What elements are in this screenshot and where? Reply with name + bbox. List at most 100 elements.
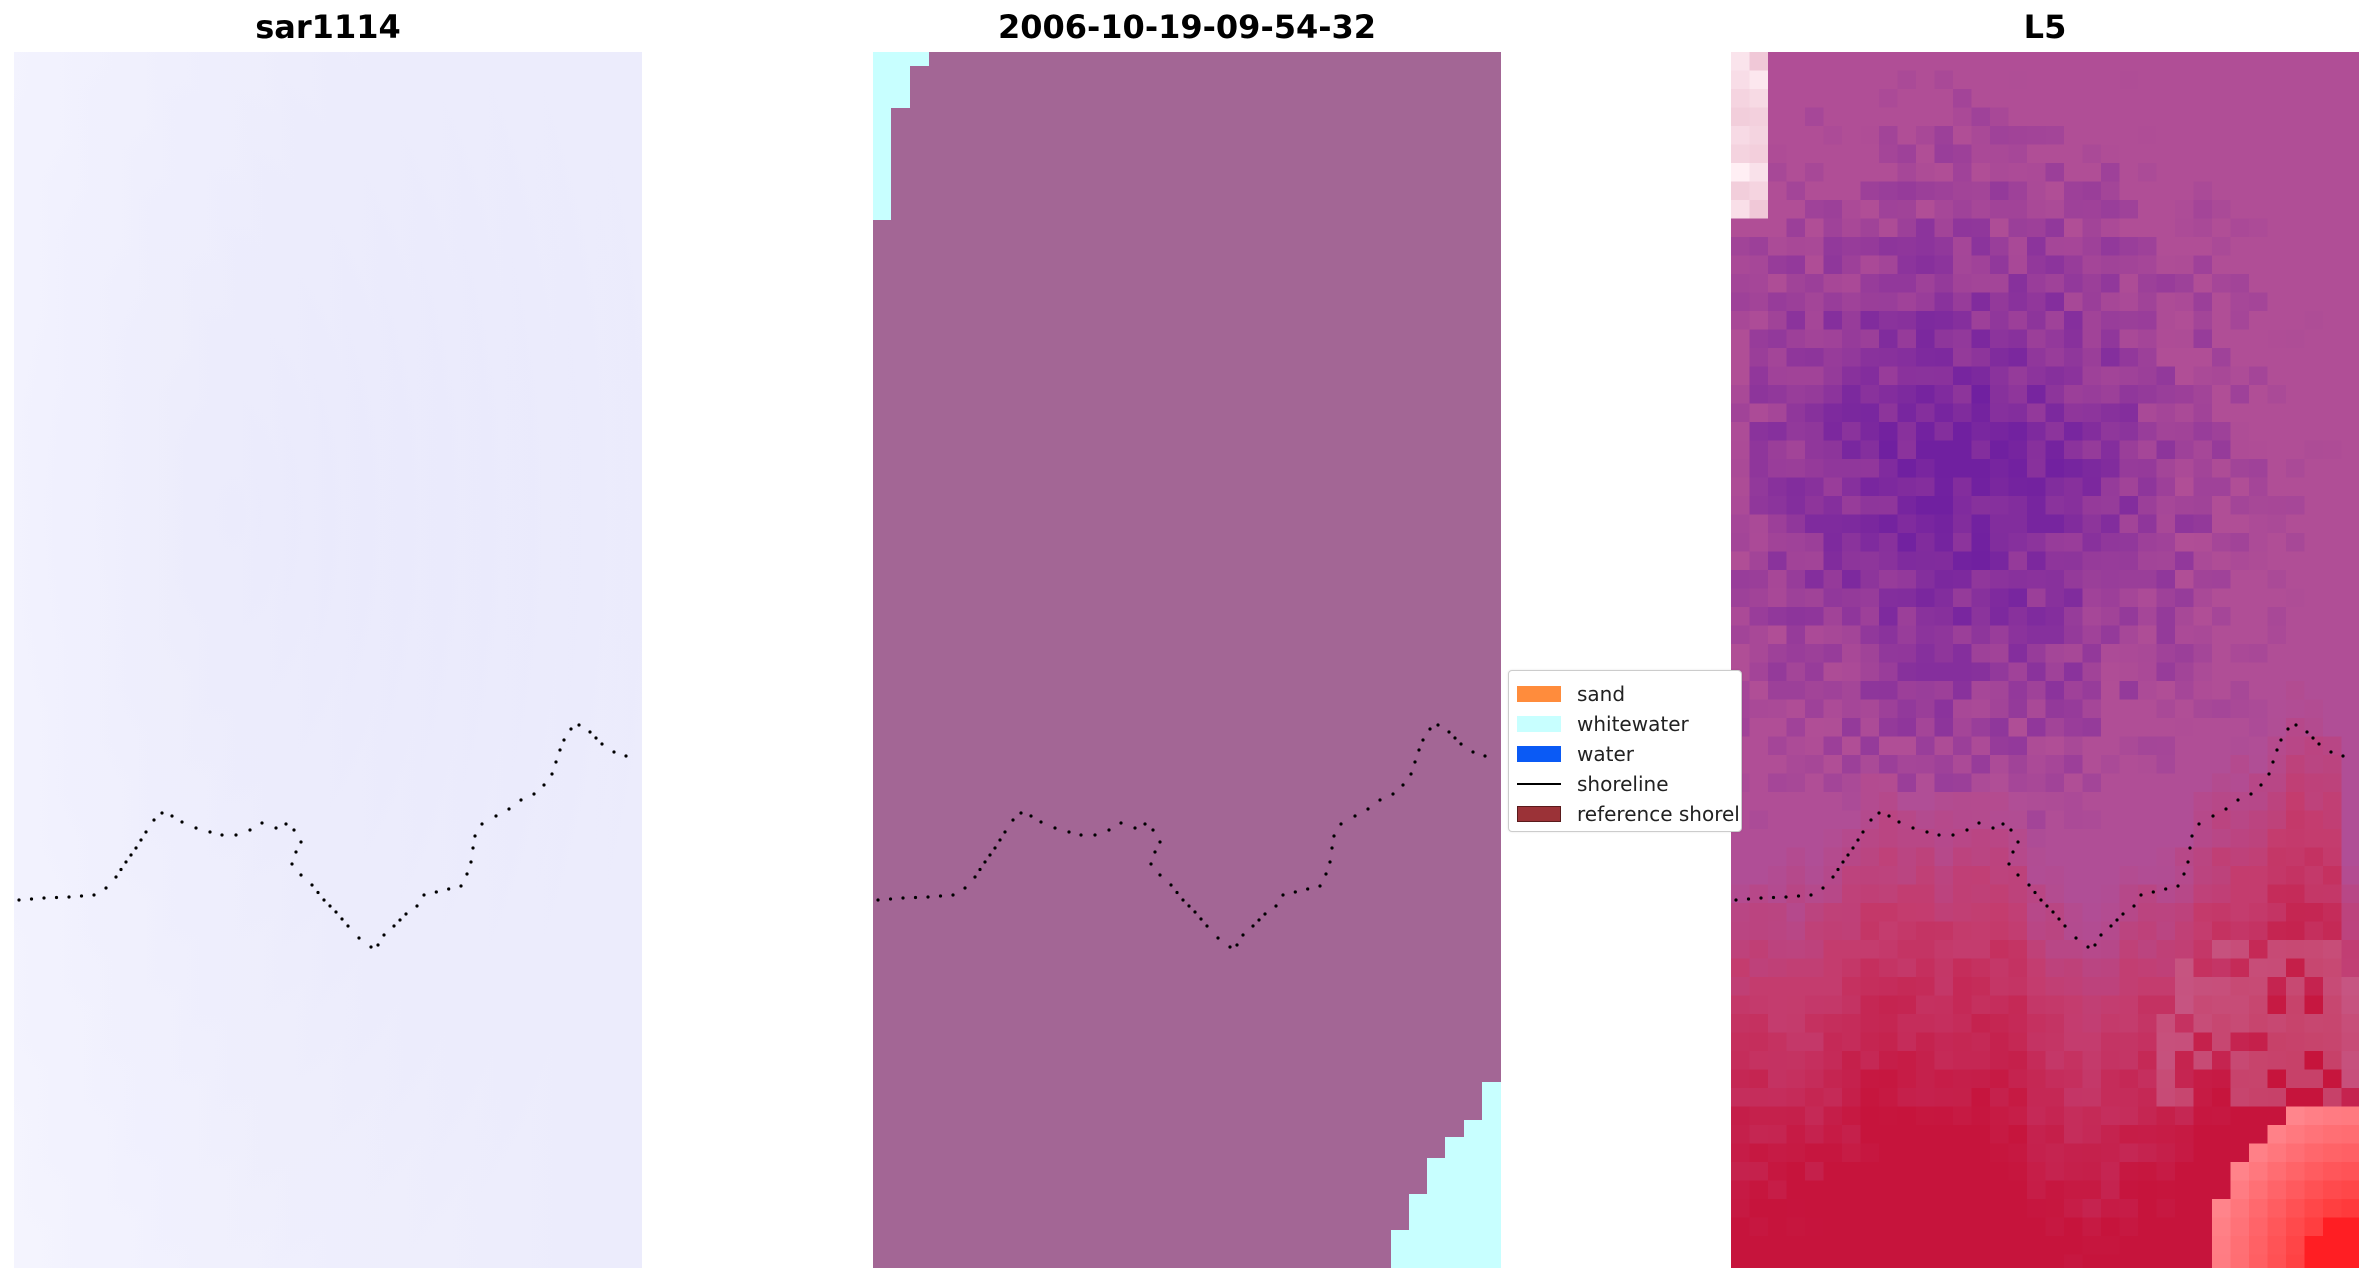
l5-pixel bbox=[2027, 329, 2047, 349]
l5-pixel bbox=[1916, 385, 1936, 405]
l5-pixel bbox=[1749, 1180, 1769, 1200]
l5-pixel bbox=[1953, 366, 1973, 386]
shoreline-dot bbox=[2063, 924, 2067, 928]
l5-pixel bbox=[1971, 755, 1991, 775]
l5-pixel bbox=[2119, 755, 2139, 775]
l5-pixel bbox=[2045, 1199, 2065, 1219]
l5-pixel bbox=[1990, 181, 2010, 201]
l5-pixel bbox=[1842, 773, 1862, 793]
l5-pixel bbox=[2341, 699, 2359, 719]
l5-pixel bbox=[2119, 181, 2139, 201]
l5-pixel bbox=[1897, 570, 1917, 590]
l5-pixel bbox=[1934, 144, 1954, 164]
l5-pixel bbox=[2193, 681, 2213, 701]
l5-pixel bbox=[2156, 1180, 2176, 1200]
l5-pixel bbox=[1768, 292, 1788, 312]
l5-pixel bbox=[2156, 736, 2176, 756]
l5-pixel bbox=[1897, 422, 1917, 442]
shoreline-dot bbox=[2074, 936, 2078, 940]
l5-pixel bbox=[2341, 89, 2359, 109]
l5-pixel bbox=[1990, 1051, 2010, 1071]
l5-pixel bbox=[1768, 1088, 1788, 1108]
l5-pixel bbox=[2156, 755, 2176, 775]
l5-pixel bbox=[2304, 903, 2324, 923]
l5-pixel bbox=[1971, 1143, 1991, 1163]
l5-pixel bbox=[2212, 440, 2232, 460]
l5-pixel bbox=[1731, 89, 1751, 109]
l5-pixel bbox=[1731, 1088, 1751, 1108]
l5-pixel bbox=[2286, 810, 2306, 830]
l5-pixel bbox=[1897, 699, 1917, 719]
l5-pixel bbox=[1768, 607, 1788, 627]
l5-pixel bbox=[2082, 459, 2102, 479]
l5-pixel bbox=[1971, 866, 1991, 886]
l5-pixel bbox=[1897, 107, 1917, 127]
l5-pixel bbox=[2193, 1032, 2213, 1052]
shoreline-dot bbox=[1153, 850, 1157, 854]
l5-pixel bbox=[2212, 958, 2232, 978]
l5-pixel bbox=[1842, 736, 1862, 756]
l5-pixel bbox=[1879, 311, 1899, 331]
l5-pixel bbox=[2045, 422, 2065, 442]
l5-pixel bbox=[2119, 385, 2139, 405]
l5-pixel bbox=[2323, 1217, 2343, 1237]
shoreline-dot bbox=[1846, 853, 1850, 857]
l5-pixel bbox=[1916, 107, 1936, 127]
l5-pixel bbox=[2249, 736, 2269, 756]
l5-pixel bbox=[2304, 274, 2324, 294]
l5-pixel bbox=[1971, 884, 1991, 904]
l5-pixel bbox=[2304, 588, 2324, 608]
l5-pixel bbox=[1860, 237, 1880, 257]
classified-image-panel bbox=[873, 52, 1501, 1268]
l5-pixel bbox=[2008, 829, 2028, 849]
l5-pixel bbox=[1971, 1051, 1991, 1071]
shoreline-dot bbox=[1039, 820, 1043, 824]
l5-pixel bbox=[1990, 755, 2010, 775]
l5-pixel bbox=[2082, 884, 2102, 904]
l5-pixel bbox=[2249, 1125, 2269, 1145]
l5-pixel bbox=[2341, 255, 2359, 275]
l5-pixel bbox=[2230, 144, 2250, 164]
l5-pixel bbox=[2101, 385, 2121, 405]
l5-pixel bbox=[1897, 200, 1917, 220]
l5-pixel bbox=[1897, 625, 1917, 645]
l5-pixel bbox=[1971, 810, 1991, 830]
l5-pixel bbox=[2212, 718, 2232, 738]
l5-pixel bbox=[1916, 403, 1936, 423]
l5-pixel bbox=[1768, 1254, 1788, 1268]
l5-pixel bbox=[1749, 440, 1769, 460]
l5-pixel bbox=[2341, 274, 2359, 294]
shoreline-dot bbox=[519, 798, 523, 802]
l5-pixel bbox=[1842, 792, 1862, 812]
l5-pixel bbox=[2286, 422, 2306, 442]
l5-pixel bbox=[2064, 1051, 2084, 1071]
l5-pixel bbox=[2008, 1236, 2028, 1256]
l5-pixel bbox=[2064, 422, 2084, 442]
l5-pixel bbox=[1916, 237, 1936, 257]
l5-pixel bbox=[1731, 977, 1751, 997]
l5-pixel bbox=[2064, 681, 2084, 701]
shoreline-dot bbox=[2311, 736, 2315, 740]
l5-pixel bbox=[2249, 163, 2269, 183]
l5-pixel bbox=[1990, 1032, 2010, 1052]
l5-pixel bbox=[1823, 792, 1843, 812]
shoreline-dot bbox=[2236, 798, 2240, 802]
l5-pixel bbox=[1916, 940, 1936, 960]
l5-pixel bbox=[2249, 1162, 2269, 1182]
l5-pixel bbox=[1749, 625, 1769, 645]
l5-pixel bbox=[2175, 958, 2195, 978]
l5-pixel bbox=[1786, 144, 1806, 164]
l5-pixel bbox=[1971, 144, 1991, 164]
l5-pixel bbox=[2045, 644, 2065, 664]
water-swatch bbox=[1517, 746, 1561, 762]
l5-pixel bbox=[1768, 126, 1788, 146]
l5-pixel bbox=[2249, 829, 2269, 849]
l5-pixel bbox=[2082, 551, 2102, 571]
l5-pixel bbox=[2119, 329, 2139, 349]
l5-pixel bbox=[2286, 1162, 2306, 1182]
shoreline-dot bbox=[1187, 904, 1191, 908]
l5-pixel bbox=[1990, 126, 2010, 146]
l5-pixel bbox=[1749, 126, 1769, 146]
l5-pixel bbox=[2286, 1143, 2306, 1163]
l5-pixel bbox=[1823, 940, 1843, 960]
